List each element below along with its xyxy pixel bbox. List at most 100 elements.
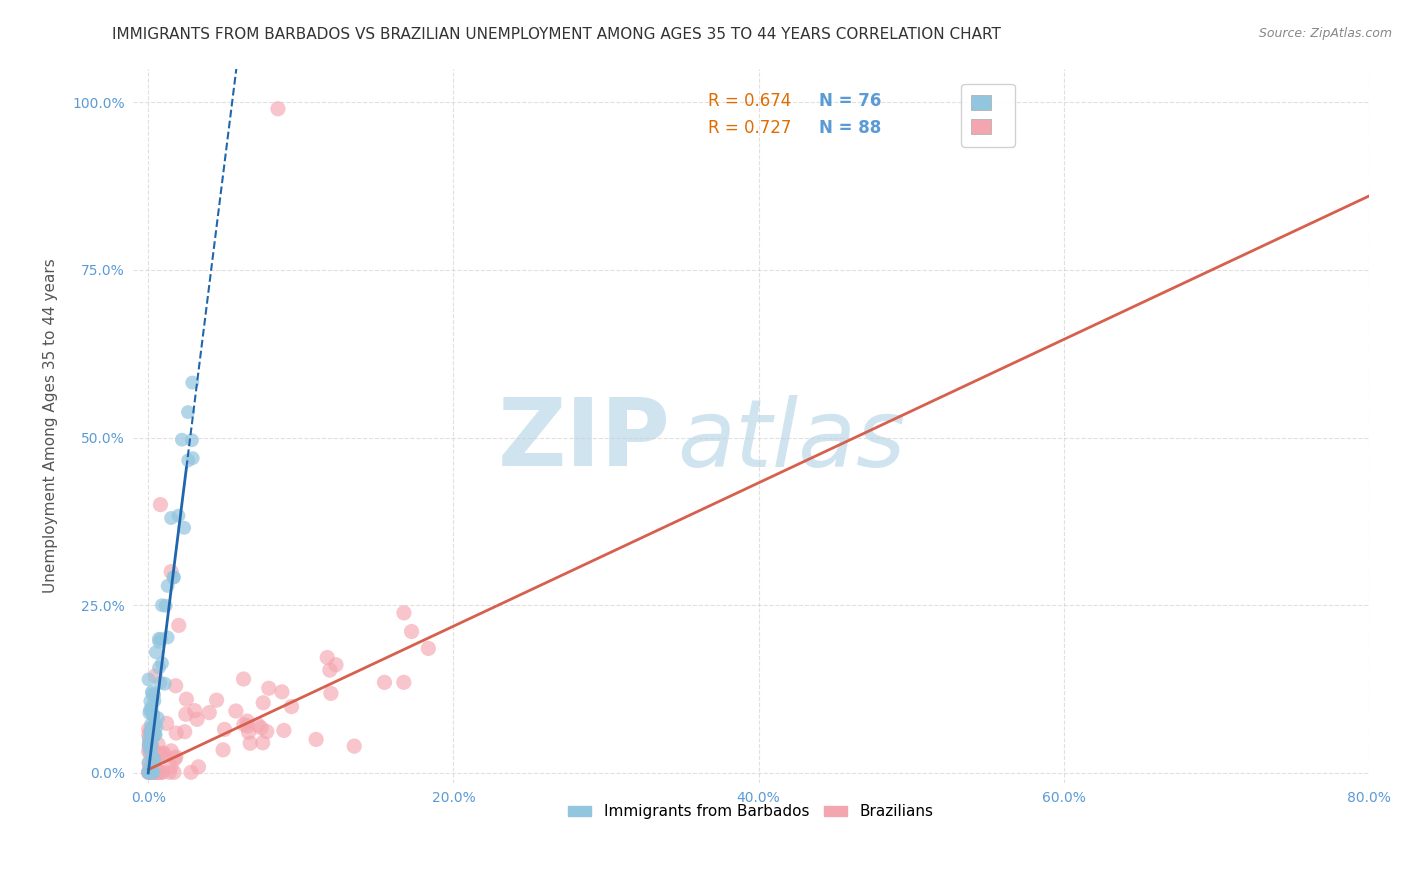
Point xyxy=(141,740,163,755)
Point xyxy=(139,762,162,776)
Point xyxy=(139,765,162,780)
Point xyxy=(148,632,170,646)
Point xyxy=(138,765,160,780)
Point xyxy=(143,688,166,702)
Point xyxy=(177,405,200,419)
Point xyxy=(139,717,162,731)
Point xyxy=(139,738,162,752)
Point xyxy=(138,765,160,780)
Point xyxy=(143,761,166,775)
Text: ZIP: ZIP xyxy=(498,394,671,486)
Point xyxy=(160,511,183,525)
Point xyxy=(205,693,228,707)
Point xyxy=(257,681,280,696)
Point xyxy=(139,738,162,752)
Point xyxy=(145,764,167,779)
Point xyxy=(139,738,162,752)
Point xyxy=(156,579,179,593)
Point xyxy=(256,724,278,739)
Point xyxy=(138,728,160,742)
Point xyxy=(139,724,162,739)
Point xyxy=(139,747,162,762)
Point xyxy=(145,645,167,659)
Point xyxy=(149,676,172,690)
Point xyxy=(142,721,165,735)
Point xyxy=(173,521,195,535)
Point xyxy=(142,756,165,770)
Point xyxy=(139,765,162,780)
Point xyxy=(139,694,162,708)
Point xyxy=(163,570,186,584)
Point xyxy=(150,599,173,613)
Point xyxy=(141,759,163,773)
Text: N = 88: N = 88 xyxy=(820,119,882,136)
Point xyxy=(153,677,176,691)
Point xyxy=(138,744,160,758)
Point xyxy=(177,453,200,467)
Point xyxy=(138,765,160,780)
Point xyxy=(142,752,165,766)
Point xyxy=(138,765,160,780)
Point xyxy=(141,725,163,739)
Point xyxy=(139,765,162,780)
Point xyxy=(142,765,165,780)
Point xyxy=(139,765,162,780)
Point xyxy=(280,699,302,714)
Point xyxy=(143,752,166,766)
Point xyxy=(271,685,294,699)
Point xyxy=(139,741,162,756)
Point xyxy=(143,728,166,742)
Point xyxy=(392,675,415,690)
Point xyxy=(145,765,167,780)
Point xyxy=(150,765,173,780)
Point xyxy=(145,720,167,734)
Point xyxy=(246,718,269,732)
Point xyxy=(141,731,163,746)
Point xyxy=(238,725,260,739)
Point xyxy=(138,731,160,746)
Point xyxy=(141,765,163,780)
Point xyxy=(150,765,173,780)
Point xyxy=(142,708,165,723)
Point xyxy=(162,570,184,584)
Point xyxy=(187,760,209,774)
Point xyxy=(180,765,202,780)
Point xyxy=(141,706,163,720)
Point xyxy=(160,760,183,774)
Point xyxy=(163,752,186,766)
Point xyxy=(152,747,174,761)
Point xyxy=(142,765,165,780)
Point xyxy=(142,765,165,780)
Point xyxy=(165,749,187,764)
Point xyxy=(148,765,170,780)
Point xyxy=(141,687,163,701)
Point xyxy=(138,756,160,771)
Point xyxy=(139,722,162,736)
Text: R = 0.674: R = 0.674 xyxy=(707,92,792,110)
Point xyxy=(139,761,162,775)
Point xyxy=(146,711,169,725)
Text: R = 0.727: R = 0.727 xyxy=(707,119,792,136)
Point xyxy=(325,657,347,672)
Point xyxy=(232,717,254,731)
Point xyxy=(157,765,180,780)
Point xyxy=(138,765,160,780)
Point xyxy=(180,433,202,447)
Point xyxy=(152,747,174,761)
Point xyxy=(141,765,163,780)
Point xyxy=(138,740,160,755)
Point xyxy=(186,712,208,726)
Point xyxy=(148,635,170,649)
Point xyxy=(138,765,160,780)
Point xyxy=(138,673,160,687)
Point xyxy=(139,703,162,717)
Point xyxy=(142,760,165,774)
Legend: Immigrants from Barbados, Brazilians: Immigrants from Barbados, Brazilians xyxy=(562,798,939,825)
Point xyxy=(392,606,415,620)
Point xyxy=(141,765,163,780)
Point xyxy=(155,716,177,731)
Point xyxy=(273,723,295,738)
Point xyxy=(236,714,259,728)
Point xyxy=(252,696,274,710)
Point xyxy=(142,765,165,780)
